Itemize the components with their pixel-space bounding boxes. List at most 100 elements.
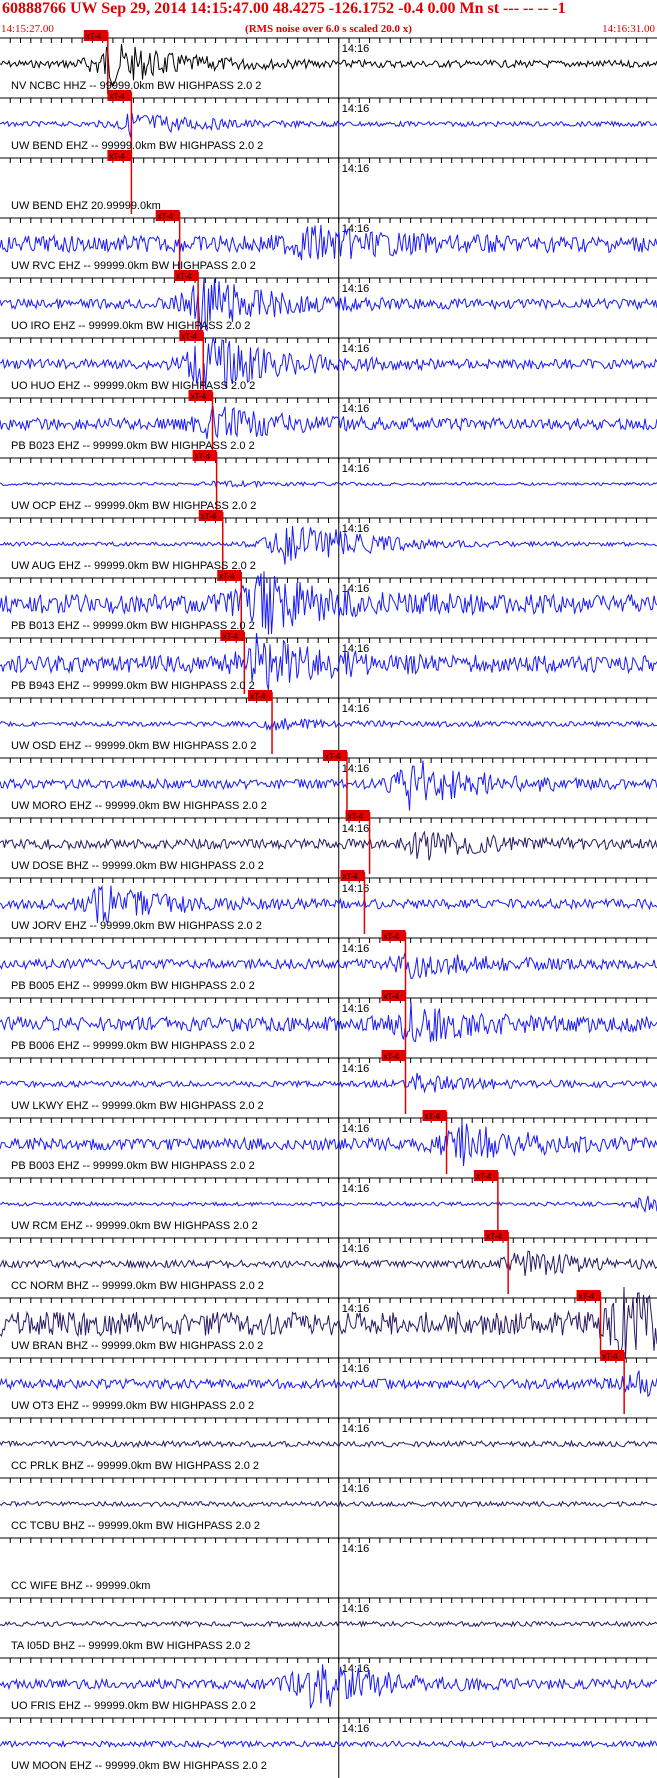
channel-label: UW MORO EHZ -- 99999.0km BW HIGHPASS 2.0… (11, 800, 267, 812)
minute-label: 14:16 (342, 463, 370, 475)
minute-label: 14:16 (342, 1663, 370, 1675)
waveform-trace (0, 1286, 657, 1359)
waveform-trace (0, 718, 657, 732)
minute-label: 14:16 (342, 1543, 370, 1555)
start-time: 14:15:27.00 (1, 23, 54, 35)
pick-label: xT-4 (109, 152, 125, 161)
minute-label: 14:16 (342, 583, 370, 595)
waveform-trace (0, 525, 657, 565)
channel-label: UW BEND EHZ -- 99999.0km BW HIGHPASS 2.0… (11, 140, 263, 152)
pick-label: xT-4 (250, 692, 266, 701)
channel-label: UW JORV EHZ -- 99999.0km BW HIGHPASS 2.0… (11, 920, 262, 932)
pick-label: xT-4 (190, 392, 206, 401)
pick-flag (179, 330, 204, 341)
pick-flag (322, 750, 347, 761)
minute-label: 14:16 (342, 703, 370, 715)
pick-flag (217, 570, 242, 581)
pick-flag (340, 870, 365, 881)
channel-label: PB B013 EHZ -- 99999.0km BW HIGHPASS 2.0… (11, 620, 255, 632)
waveform-trace (0, 571, 657, 635)
pick-flag (107, 150, 132, 161)
minute-label: 14:16 (342, 1363, 370, 1375)
waveform-trace (0, 479, 657, 489)
channel-label: UW OCP EHZ -- 99999.0km BW HIGHPASS 2.0 … (11, 500, 256, 512)
waveform-trace (0, 1439, 657, 1449)
waveform-trace (0, 1250, 657, 1276)
pick-label: xT-4 (383, 1052, 399, 1061)
waveform-trace (0, 830, 657, 861)
minute-label: 14:16 (342, 163, 370, 175)
channel-label: CC NORM BHZ -- 99999.0km BW HIGHPASS 2.0… (11, 1280, 264, 1292)
minute-label: 14:16 (342, 343, 370, 355)
pick-label: xT-4 (476, 1172, 492, 1181)
channel-label: PB B005 EHZ -- 99999.0km BW HIGHPASS 2.0… (11, 980, 255, 992)
channel-label: CC TCBU BHZ -- 99999.0km BW HIGHPASS 2.0… (11, 1520, 260, 1532)
minute-label: 14:16 (342, 1303, 370, 1315)
pick-label: xT-4 (486, 1232, 502, 1241)
pick-flag (188, 390, 213, 401)
pick-label: xT-4 (383, 932, 399, 941)
minute-label: 14:16 (342, 943, 370, 955)
minute-label: 14:16 (342, 1063, 370, 1075)
channel-label: UW OT3 EHZ -- 99999.0km BW HIGHPASS 2.0 … (11, 1400, 254, 1412)
waveform-trace (0, 337, 657, 390)
end-time: 14:16:31.00 (602, 23, 655, 35)
channel-label: CC WIFE BHZ -- 99999.0km (11, 1580, 150, 1592)
pick-flag (198, 510, 223, 521)
pick-flag (155, 210, 180, 221)
pick-label: xT-4 (158, 212, 174, 221)
minute-label: 14:16 (342, 523, 370, 535)
pick-label: xT-4 (425, 1112, 441, 1121)
channel-label: UW BRAN BHZ -- 99999.0km BW HIGHPASS 2.0… (11, 1340, 263, 1352)
pick-label: xT-4 (342, 872, 358, 881)
minute-label: 14:16 (342, 1483, 370, 1495)
pick-label: xT-4 (325, 752, 341, 761)
pick-label: xT-4 (181, 332, 197, 341)
waveform-trace (0, 884, 657, 924)
channel-label: UW OSD EHZ -- 99999.0km BW HIGHPASS 2.0 … (11, 740, 257, 752)
channel-label: UW MOON EHZ -- 99999.0km BW HIGHPASS 2.0… (11, 1760, 267, 1772)
waveform-trace (0, 1739, 657, 1749)
channel-label: PB B023 EHZ -- 99999.0km BW HIGHPASS 2.0… (11, 440, 255, 452)
noise-note: (RMS noise over 6.0 s scaled 20.0 x) (245, 23, 412, 35)
minute-label: 14:16 (342, 1003, 370, 1015)
channel-label: UW BEND EHZ 20.99999.0km (11, 200, 161, 212)
waveform-trace (0, 1121, 657, 1167)
pick-flag (220, 630, 245, 641)
minute-label: 14:16 (342, 763, 370, 775)
waveform-trace (0, 632, 657, 691)
waveform-trace (0, 278, 657, 335)
minute-label: 14:16 (342, 1423, 370, 1435)
waveform-trace (0, 1370, 657, 1398)
waveform-trace (0, 1664, 657, 1709)
pick-label: xT-4 (383, 992, 399, 1001)
channel-label: UO IRO EHZ -- 99999.0km BW HIGHPASS 2.0 … (11, 320, 250, 332)
channel-label: UW AUG EHZ -- 99999.0km BW HIGHPASS 2.0 … (11, 560, 256, 572)
minute-label: 14:16 (342, 223, 370, 235)
plot-header: 60888766 UW Sep 29, 2014 14:15:47.00 48.… (0, 0, 657, 40)
pick-label: xT-4 (219, 572, 235, 581)
pick-flag (381, 1050, 406, 1061)
channel-label: PB B943 EHZ -- 99999.0km BW HIGHPASS 2.0… (11, 680, 255, 692)
waveform-trace (0, 1620, 657, 1628)
pick-label: xT-4 (109, 92, 125, 101)
waveform-trace (0, 405, 657, 439)
pick-label: xT-4 (201, 512, 217, 521)
waveform-trace (0, 224, 657, 261)
channel-label: UW LKWY EHZ -- 99999.0km BW HIGHPASS 2.0… (11, 1100, 264, 1112)
pick-flag (473, 1170, 498, 1181)
minute-label: 14:16 (342, 43, 370, 55)
channel-label: UO FRIS EHZ -- 99999.0km BW HIGHPASS 2.0… (11, 1700, 256, 1712)
minute-label: 14:16 (342, 643, 370, 655)
pick-flag (174, 270, 199, 281)
waveform-trace (0, 760, 657, 811)
minute-label: 14:16 (342, 1183, 370, 1195)
pick-flag (381, 930, 406, 941)
pick-label: xT-4 (176, 272, 192, 281)
minute-label: 14:16 (342, 103, 370, 115)
minute-label: 14:16 (342, 403, 370, 415)
channel-label: UO HUO EHZ -- 99999.0km BW HIGHPASS 2.0 … (11, 380, 255, 392)
channel-label: UW DOSE BHZ -- 99999.0km BW HIGHPASS 2.0… (11, 860, 264, 872)
pick-label: xT-4 (579, 1292, 595, 1301)
